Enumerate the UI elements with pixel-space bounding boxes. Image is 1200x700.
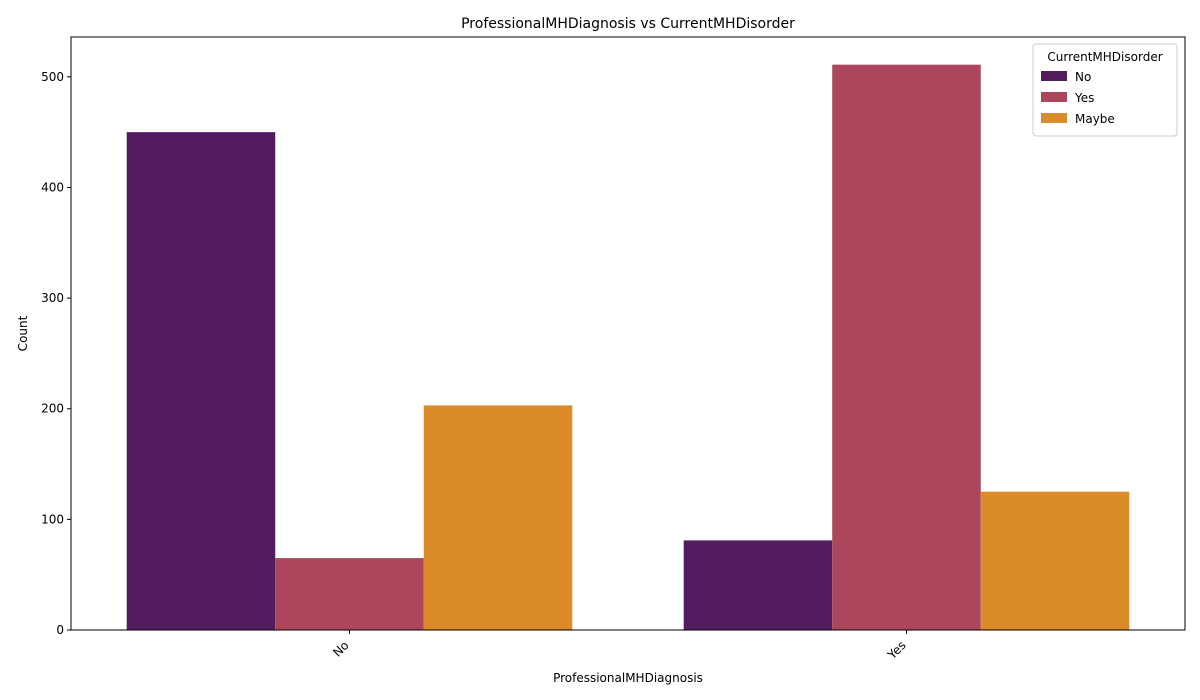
legend: CurrentMHDisorder No Yes Maybe	[1032, 43, 1178, 137]
legend-label-maybe: Maybe	[1075, 112, 1115, 126]
y-tick-label: 200	[41, 402, 64, 416]
plot-area	[126, 64, 1130, 631]
bar-yes-no	[275, 558, 424, 630]
x-axis: No Yes	[330, 630, 909, 663]
legend-title: CurrentMHDisorder	[1047, 50, 1162, 64]
legend-swatch-maybe	[1041, 113, 1067, 123]
plot-frame	[70, 36, 1186, 631]
y-tick-label: 500	[41, 70, 64, 84]
y-axis-label: Count	[16, 315, 30, 351]
y-tick-label: 100	[41, 512, 64, 526]
y-tick-label: 300	[41, 291, 64, 305]
legend-box	[1032, 43, 1178, 137]
chart-title: ProfessionalMHDiagnosis vs CurrentMHDiso…	[461, 16, 795, 32]
x-axis-label: ProfessionalMHDiagnosis	[553, 671, 703, 685]
y-tick-label: 0	[56, 623, 64, 637]
bar-yes-yes	[832, 64, 981, 631]
bar-maybe-yes	[980, 491, 1130, 630]
bar-no-no	[126, 132, 276, 631]
y-tick-label: 400	[41, 180, 64, 194]
bar-no-yes	[683, 540, 833, 630]
legend-label-no: No	[1075, 70, 1091, 84]
legend-label-yes: Yes	[1074, 91, 1094, 105]
legend-items: No Yes Maybe	[1041, 70, 1115, 126]
legend-swatch-no	[1041, 71, 1067, 81]
y-axis: 0 100 200 300 400 500	[41, 70, 71, 637]
legend-swatch-yes	[1041, 92, 1067, 102]
x-tick-label: Yes	[884, 638, 908, 662]
x-tick-label: No	[330, 638, 351, 659]
bar-maybe-no	[423, 405, 573, 630]
